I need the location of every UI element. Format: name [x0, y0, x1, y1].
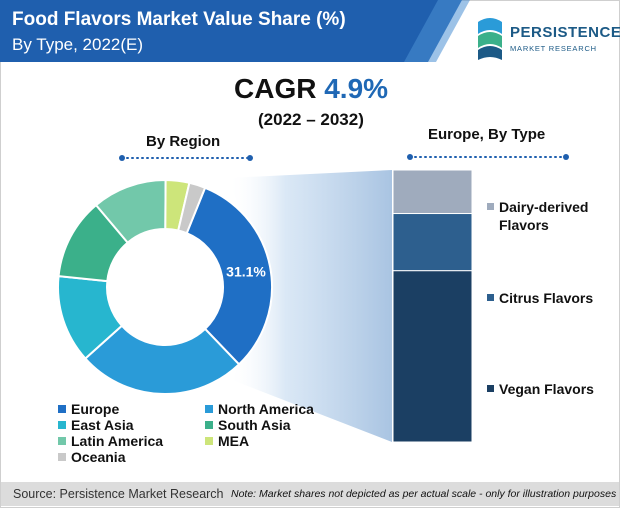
- chart-subtitle: By Type, 2022(E): [12, 35, 144, 54]
- legend-label: Europe: [71, 401, 120, 417]
- cagr-period: (2022 – 2032): [258, 110, 364, 129]
- legend-label: Latin America: [71, 433, 164, 449]
- donut-data-label: 31.1%: [226, 263, 266, 279]
- persistence-logo: PERSISTENCE MARKET RESEARCH: [470, 10, 620, 72]
- type-label-line: Dairy-derived: [499, 199, 589, 215]
- stack-segment-citrus-flavors: [392, 213, 473, 272]
- type-swatch: [487, 385, 494, 392]
- type-label-citrus: Citrus Flavors: [487, 289, 593, 307]
- legend-label: East Asia: [71, 417, 134, 433]
- logo-wordmark: PERSISTENCE: [510, 24, 620, 41]
- type-swatch: [487, 203, 494, 210]
- type-label-dairy: Dairy-derived Flavors: [487, 198, 588, 234]
- legend-swatch: [58, 405, 66, 413]
- donut-title: By Region: [146, 133, 221, 150]
- legend-swatch: [205, 421, 213, 429]
- legend-label: South Asia: [218, 417, 291, 433]
- type-label-line: Vegan Flavors: [499, 381, 594, 397]
- connector-band: [228, 170, 392, 442]
- donut-title-divider: [119, 155, 253, 161]
- chart-canvas: 31.1%: [57, 154, 569, 443]
- source-text: Source: Persistence Market Research: [13, 487, 224, 501]
- legend-label: North America: [218, 401, 314, 417]
- logo-emblem-icon: [478, 18, 502, 60]
- legend-label: MEA: [218, 433, 250, 449]
- chart-title: Food Flavors Market Value Share (%): [12, 9, 346, 30]
- logo-tagline: MARKET RESEARCH: [510, 44, 597, 53]
- cagr-value: 4.9%: [324, 73, 389, 104]
- donut-slice-oceania: [177, 181, 207, 235]
- region-donut: 31.1%: [57, 178, 273, 395]
- type-swatch: [487, 294, 494, 301]
- cagr-headline: CAGR 4.9%: [234, 73, 388, 105]
- legend-item: North America: [205, 401, 314, 417]
- legend-label: Oceania: [71, 449, 126, 465]
- legend-swatch: [205, 405, 213, 413]
- legend-item: Europe: [58, 401, 119, 417]
- stack-title-divider: [407, 154, 569, 160]
- donut-slice-europe: [185, 186, 273, 366]
- legend-item: Oceania: [58, 449, 125, 465]
- footer-bar: Source: Persistence Market Research Note…: [1, 482, 619, 506]
- legend-item: South Asia: [205, 417, 291, 433]
- type-label-line: Citrus Flavors: [499, 290, 594, 306]
- stack-segment-dairy-derived-flavors: [392, 169, 473, 215]
- legend-swatch: [58, 437, 66, 445]
- donut-slice-north-america: [83, 324, 241, 395]
- title-banner: [0, 0, 470, 62]
- legend-item: Latin America: [58, 433, 163, 449]
- type-label-vegan: Vegan Flavors: [487, 380, 594, 398]
- legend-swatch: [58, 421, 66, 429]
- legend-item: East Asia: [58, 417, 134, 433]
- cagr-label: CAGR: [234, 73, 317, 104]
- legend-swatch: [58, 453, 66, 461]
- legend-item: MEA: [205, 433, 249, 449]
- legend-swatch: [205, 437, 213, 445]
- stack-title: Europe, By Type: [428, 126, 546, 143]
- stack-segment-vegan-flavors: [392, 270, 473, 443]
- note-text: Note: Market shares not depicted as per …: [231, 488, 617, 500]
- europe-stacked-bar: [392, 169, 473, 443]
- type-label-line: Flavors: [499, 217, 549, 233]
